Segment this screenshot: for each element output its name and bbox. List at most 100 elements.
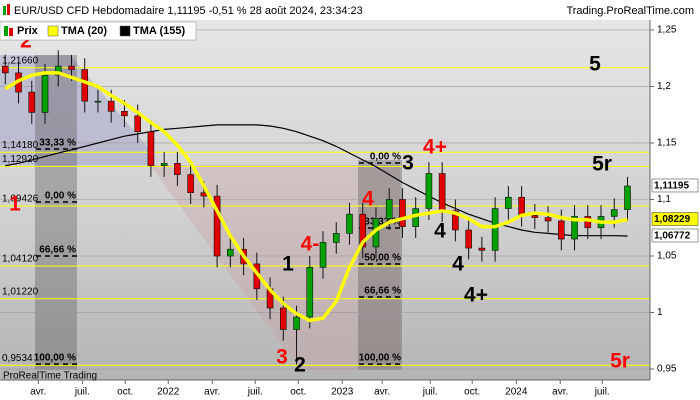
last-value-label: 1,06772	[654, 231, 691, 242]
candle-body	[279, 307, 287, 330]
wave-label: 3	[276, 346, 288, 369]
wave-label: 1	[282, 253, 294, 276]
fib-label: 50,00 %	[364, 253, 401, 264]
candle-body	[438, 173, 446, 212]
x-tick-label: oct.	[290, 387, 306, 398]
candle-body	[41, 74, 49, 113]
last-value-label: 1,08229	[654, 214, 691, 225]
candle-body	[332, 233, 340, 243]
icon	[7, 4, 10, 15]
candle-body	[385, 199, 393, 220]
candle-body	[478, 247, 486, 251]
wave-label: 4+	[423, 136, 447, 159]
candle-body	[319, 242, 327, 268]
candle-body	[160, 163, 168, 166]
x-axis-area	[0, 380, 650, 400]
legend-label: Prix	[17, 25, 39, 37]
wave-label: 1	[9, 193, 21, 216]
wave-label: 5	[589, 53, 601, 76]
candle-body	[81, 69, 89, 102]
wave-label: 4+	[464, 284, 488, 307]
wave-label: 3	[402, 152, 414, 175]
wave-label: 4	[452, 253, 464, 276]
wave-label: 2	[294, 354, 306, 377]
candle-body	[227, 248, 234, 257]
legend-icon	[9, 28, 13, 36]
y-axis-area	[650, 20, 700, 400]
legend-icon	[4, 26, 8, 36]
y-tick-label: 1,25	[657, 25, 677, 36]
wave-label: 4	[434, 220, 446, 243]
candle-body	[346, 213, 353, 234]
fib-label: 66,66 %	[39, 245, 76, 256]
wave-label: 4-	[301, 233, 320, 256]
fib-label: 66,66 %	[364, 286, 401, 297]
fib-label: 100,00 %	[34, 353, 76, 364]
last-value-box	[651, 228, 699, 243]
candle-body	[147, 131, 155, 166]
candle-body	[425, 173, 433, 209]
indicator-line	[5, 124, 628, 237]
candle-body	[491, 208, 499, 251]
fib-label: 33,33 %	[39, 138, 76, 149]
legend-icon	[47, 25, 59, 37]
legend-label: TMA (155)	[133, 25, 185, 37]
x-tick-label: juil.	[74, 387, 90, 398]
candle-body	[54, 65, 62, 76]
plot: 1,21660 1,14180 1,12920 1,09426 1,04120 1,012…	[0, 30, 650, 377]
candle-body	[505, 196, 512, 209]
indicator-line	[4, 71, 628, 323]
plot-background	[0, 20, 650, 380]
candle-body	[187, 174, 194, 194]
y-tick-label: 1,15	[657, 138, 677, 149]
candle-body	[174, 163, 181, 175]
candle-body	[544, 217, 552, 222]
x-tick-label: avr.	[204, 387, 220, 398]
candle-body	[28, 91, 36, 113]
candle-body	[121, 111, 128, 117]
candle-body	[518, 196, 525, 216]
last-value-box	[651, 178, 699, 193]
header-site: Trading.ProRealTime.com	[566, 5, 694, 17]
level-label: 1,14180	[2, 140, 39, 151]
level-label: 0,9534	[2, 353, 33, 364]
legend-icon	[119, 25, 131, 37]
last-value-box	[651, 212, 699, 226]
candle-body	[107, 100, 115, 112]
zone-shade	[0, 55, 150, 165]
level-label: 1,04120	[2, 254, 39, 265]
level-label: 1,01220	[2, 286, 39, 297]
legend-label: TMA (20)	[61, 25, 107, 37]
last-value-label: 1,11195	[654, 181, 689, 192]
footer: ProRealTime Trading	[3, 371, 97, 382]
candle-body	[584, 216, 592, 229]
y-tick-label: 0,95	[657, 364, 677, 375]
candle-body	[68, 65, 75, 70]
y-tick-label: 1,1	[657, 194, 671, 205]
candle-body	[399, 199, 406, 227]
candle-body	[293, 316, 300, 330]
candle-body	[571, 216, 578, 240]
icon	[3, 6, 6, 15]
fib-label: 100,00 %	[359, 353, 401, 364]
candle-body	[213, 195, 221, 257]
y-tick-label: 1	[657, 307, 663, 318]
wave-label: 4	[362, 188, 374, 211]
candle-body	[465, 229, 472, 249]
x-tick-label: avr.	[30, 387, 46, 398]
wave-label: 5r	[592, 153, 612, 176]
candle-body	[306, 267, 314, 318]
wave-label: 2	[20, 30, 32, 53]
candle-body	[359, 213, 367, 248]
fib-box	[358, 160, 402, 370]
candle-body	[452, 210, 459, 231]
wave-label: 5r	[610, 350, 630, 373]
zone-shade	[150, 165, 400, 370]
level-label: 1,21660	[2, 55, 39, 66]
level-label: 1,12920	[2, 154, 39, 165]
x-tick-label: oct.	[464, 387, 480, 398]
x-tick-label: avr.	[374, 387, 390, 398]
fib-label: 33,33 %	[364, 217, 401, 228]
